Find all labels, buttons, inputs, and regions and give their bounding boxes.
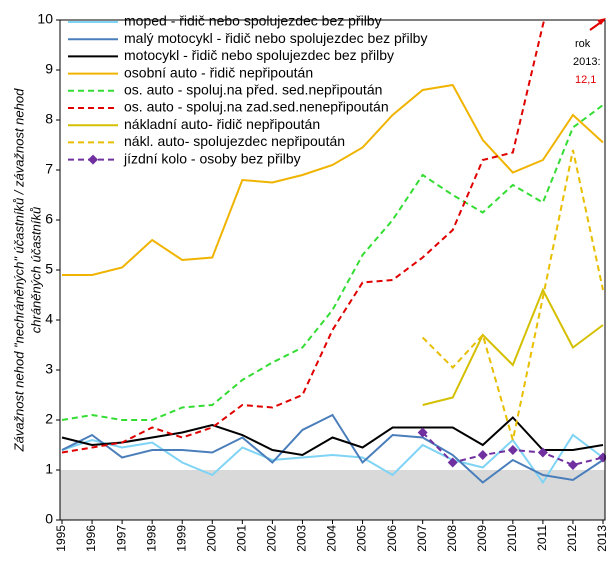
x-tick-label: 2011 <box>535 525 549 551</box>
legend-label: motocykl - řidič nebo spolujezdec bez př… <box>124 47 394 63</box>
series-marker <box>567 460 578 470</box>
annotation-arrowhead <box>597 18 606 25</box>
legend-marker <box>88 154 98 165</box>
annotation: 12,1 <box>575 74 596 86</box>
y-tick-label: 7 <box>45 161 53 177</box>
x-tick-label: 1995 <box>54 525 68 552</box>
y-tick-label: 4 <box>45 311 53 327</box>
series-marker <box>507 445 518 455</box>
series-line <box>61 104 604 421</box>
y-tick-label: 6 <box>45 211 53 227</box>
x-tick-label: 2000 <box>204 525 218 552</box>
y-axis-label: Závažnost nehod "nechráněných" účastníků… <box>11 88 26 452</box>
x-tick-label: 2001 <box>235 525 249 552</box>
x-tick-label: 2009 <box>475 525 489 552</box>
x-tick-label: 2008 <box>445 525 459 552</box>
y-tick-label: 9 <box>45 61 53 77</box>
series-marker <box>417 427 428 438</box>
x-tick-label: 1999 <box>174 525 188 552</box>
x-tick-label: 2010 <box>505 525 519 552</box>
series-line <box>61 18 546 454</box>
legend-label: os. auto - spoluj.na před. sed.nepřipout… <box>124 82 382 98</box>
legend-label: osobní auto - řidič nepřipoután <box>124 64 313 80</box>
x-tick-label: 2003 <box>295 525 309 552</box>
y-tick-label: 0 <box>45 511 53 527</box>
series-line <box>61 413 604 484</box>
y-tick-label: 2 <box>45 411 53 427</box>
legend-label: os. auto - spoluj.na zad.sed.nenepřipout… <box>124 99 389 115</box>
y-tick-label: 8 <box>45 111 53 127</box>
legend-label: nákl. auto- spolujezdec nepřipoután <box>124 133 345 149</box>
x-tick-label: 2007 <box>415 525 429 552</box>
x-tick-label: 1998 <box>144 525 158 552</box>
legend-label: nákladní auto- řidič nepřipoután <box>124 116 320 132</box>
y-tick-label: 1 <box>45 461 53 477</box>
x-tick-label: 1997 <box>114 525 128 552</box>
reference-band <box>60 470 605 520</box>
y-tick-label: 3 <box>45 361 53 377</box>
x-tick-label: 2004 <box>325 525 339 552</box>
x-tick-label: 1996 <box>84 525 98 552</box>
series-marker <box>537 447 548 458</box>
legend-label: jízdní kolo - osoby bez přilby <box>123 150 301 166</box>
x-tick-label: 2012 <box>565 525 579 552</box>
legend-label: moped - řidič nebo spolujezdec bez přilb… <box>124 13 382 29</box>
y-tick-label: 5 <box>45 261 53 277</box>
series-line <box>422 287 604 406</box>
series-line <box>421 149 604 441</box>
x-tick-label: 2013 <box>595 525 609 552</box>
series-marker <box>598 452 606 463</box>
legend-label: malý motocykl - řidič nebo spolujezdec b… <box>124 30 427 46</box>
x-tick-label: 2006 <box>385 525 399 552</box>
series-marker <box>447 457 458 468</box>
series-line <box>62 83 604 276</box>
annotation: 2013: <box>573 56 601 68</box>
x-tick-label: 2005 <box>355 525 369 552</box>
y-tick-label: 10 <box>37 11 53 27</box>
series-marker <box>477 450 488 460</box>
y-axis-label: chráněných účastníků <box>28 207 43 333</box>
series-line <box>61 416 604 457</box>
x-tick-label: 2002 <box>265 525 279 552</box>
annotation: rok <box>575 38 591 50</box>
